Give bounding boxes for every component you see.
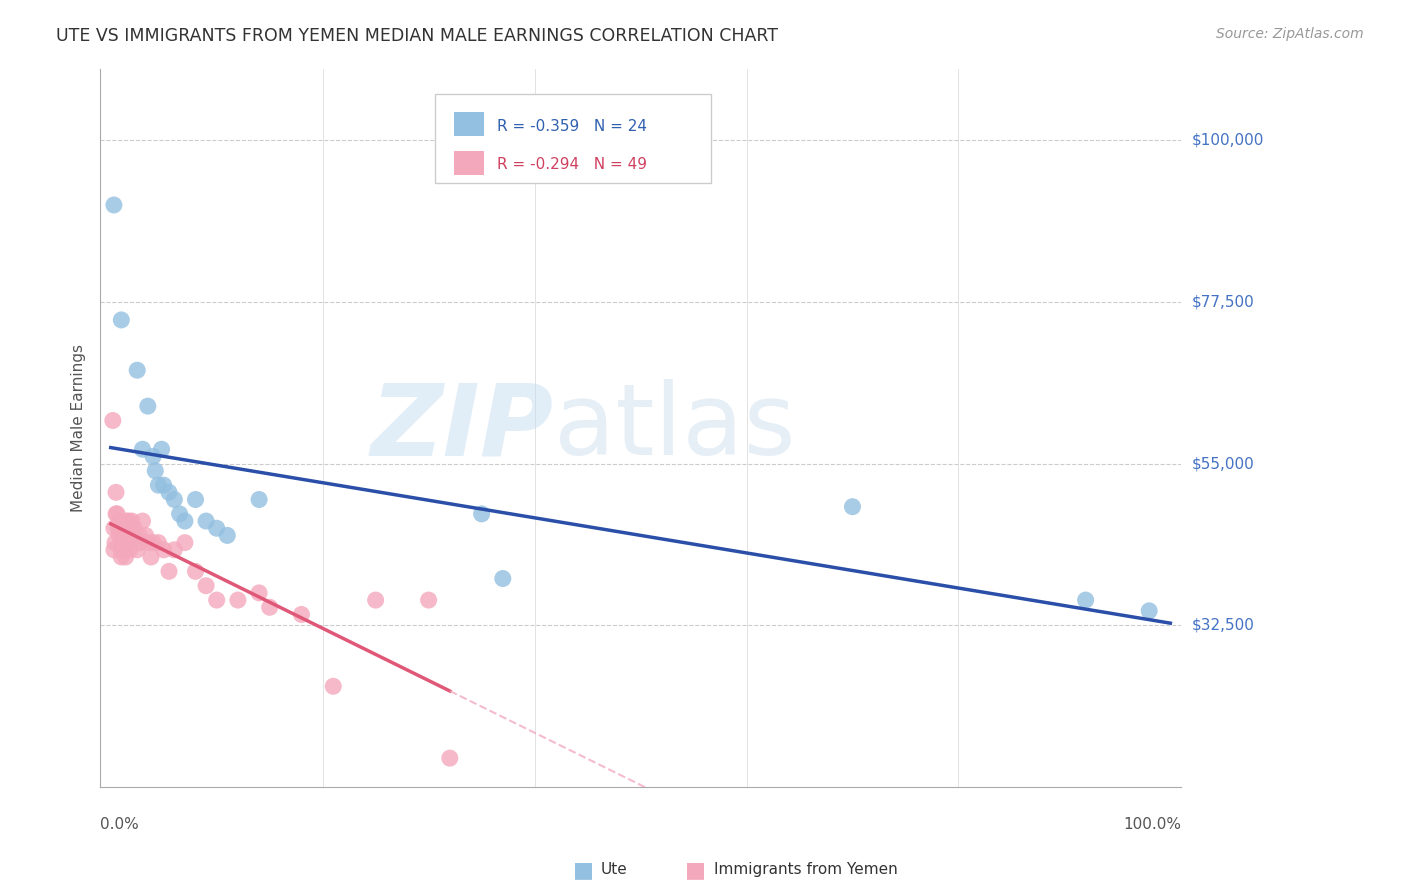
Point — [131, 514, 153, 528]
Y-axis label: Median Male Earnings: Median Male Earnings — [72, 343, 86, 512]
Point — [163, 542, 186, 557]
Point — [1137, 604, 1160, 618]
Point — [142, 535, 165, 549]
Text: Ute: Ute — [600, 863, 627, 877]
Point — [104, 535, 127, 549]
Point — [111, 535, 134, 549]
Text: R = -0.359   N = 24: R = -0.359 N = 24 — [496, 119, 647, 134]
Point — [122, 528, 145, 542]
Point — [226, 593, 249, 607]
Point — [129, 535, 152, 549]
Point — [128, 528, 150, 542]
Point — [114, 521, 136, 535]
Point — [217, 528, 239, 542]
Point — [139, 549, 162, 564]
Point — [118, 542, 141, 557]
Text: Immigrants from Yemen: Immigrants from Yemen — [714, 863, 898, 877]
Text: ZIP: ZIP — [371, 379, 554, 476]
Point — [184, 492, 207, 507]
Point — [418, 593, 440, 607]
Point — [322, 679, 344, 693]
Text: $32,500: $32,500 — [1192, 618, 1256, 632]
Text: $100,000: $100,000 — [1192, 133, 1264, 148]
Text: $77,500: $77,500 — [1192, 294, 1254, 310]
Point — [152, 542, 174, 557]
Point — [103, 542, 125, 557]
Point — [131, 442, 153, 457]
Point — [364, 593, 387, 607]
Text: Source: ZipAtlas.com: Source: ZipAtlas.com — [1216, 27, 1364, 41]
Point — [105, 507, 128, 521]
Point — [247, 586, 270, 600]
Point — [105, 485, 128, 500]
Point — [127, 542, 149, 557]
Text: 100.0%: 100.0% — [1123, 817, 1181, 832]
Point — [247, 492, 270, 507]
FancyBboxPatch shape — [436, 94, 711, 184]
Point — [492, 572, 515, 586]
Point — [169, 507, 191, 521]
Point — [439, 751, 461, 765]
Text: atlas: atlas — [554, 379, 796, 476]
Point — [148, 478, 170, 492]
Point — [115, 514, 138, 528]
Point — [290, 607, 312, 622]
Text: ■: ■ — [686, 860, 706, 880]
Point — [136, 535, 159, 549]
Point — [108, 528, 131, 542]
Point — [110, 313, 132, 327]
Point — [114, 549, 136, 564]
Point — [105, 507, 128, 521]
FancyBboxPatch shape — [454, 112, 484, 136]
Point — [195, 514, 218, 528]
Point — [195, 579, 218, 593]
Point — [148, 535, 170, 549]
Point — [114, 542, 136, 557]
Point — [150, 442, 173, 457]
Point — [135, 528, 157, 542]
Point — [103, 198, 125, 212]
Point — [142, 450, 165, 464]
Point — [205, 521, 228, 535]
Text: 0.0%: 0.0% — [100, 817, 139, 832]
Point — [152, 478, 174, 492]
Text: UTE VS IMMIGRANTS FROM YEMEN MEDIAN MALE EARNINGS CORRELATION CHART: UTE VS IMMIGRANTS FROM YEMEN MEDIAN MALE… — [56, 27, 779, 45]
Point — [259, 600, 281, 615]
Point — [101, 413, 124, 427]
Point — [471, 507, 494, 521]
Point — [163, 492, 186, 507]
Point — [1074, 593, 1097, 607]
Point — [174, 514, 197, 528]
Text: $55,000: $55,000 — [1192, 456, 1254, 471]
Text: R = -0.294   N = 49: R = -0.294 N = 49 — [496, 158, 647, 172]
Point — [108, 514, 131, 528]
Point — [205, 593, 228, 607]
FancyBboxPatch shape — [454, 151, 484, 175]
Point — [112, 528, 135, 542]
Point — [127, 363, 149, 377]
Point — [122, 521, 145, 535]
Point — [110, 542, 132, 557]
Point — [184, 565, 207, 579]
Point — [110, 521, 132, 535]
Point — [157, 565, 180, 579]
Point — [174, 535, 197, 549]
Point — [157, 485, 180, 500]
Point — [841, 500, 863, 514]
Point — [136, 399, 159, 413]
Point — [117, 528, 139, 542]
Point — [121, 514, 143, 528]
Text: ■: ■ — [574, 860, 593, 880]
Point — [107, 521, 129, 535]
Point — [118, 514, 141, 528]
Point — [110, 549, 132, 564]
Point — [143, 464, 166, 478]
Point — [103, 521, 125, 535]
